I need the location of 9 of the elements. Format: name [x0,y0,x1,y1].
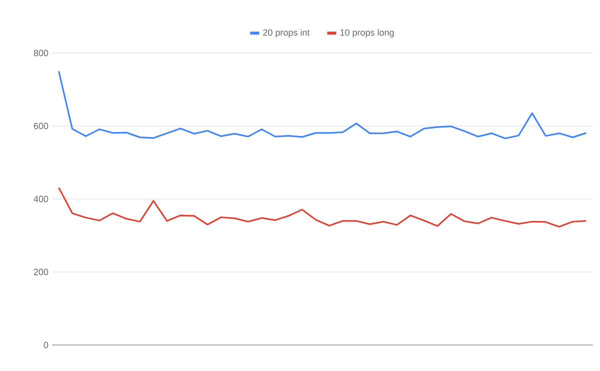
y-tick-label: 600 [34,122,48,130]
line-series [58,186,588,228]
y-tick-label: 400 [34,196,48,202]
y-tick-label: 0 [44,342,48,348]
legend-label: 10 props long [340,29,394,38]
legend-label: 20 props int [263,29,310,38]
y-tick-label: 800 [34,50,48,56]
y-tick-label: 200 [34,268,48,276]
line-series [58,70,588,140]
